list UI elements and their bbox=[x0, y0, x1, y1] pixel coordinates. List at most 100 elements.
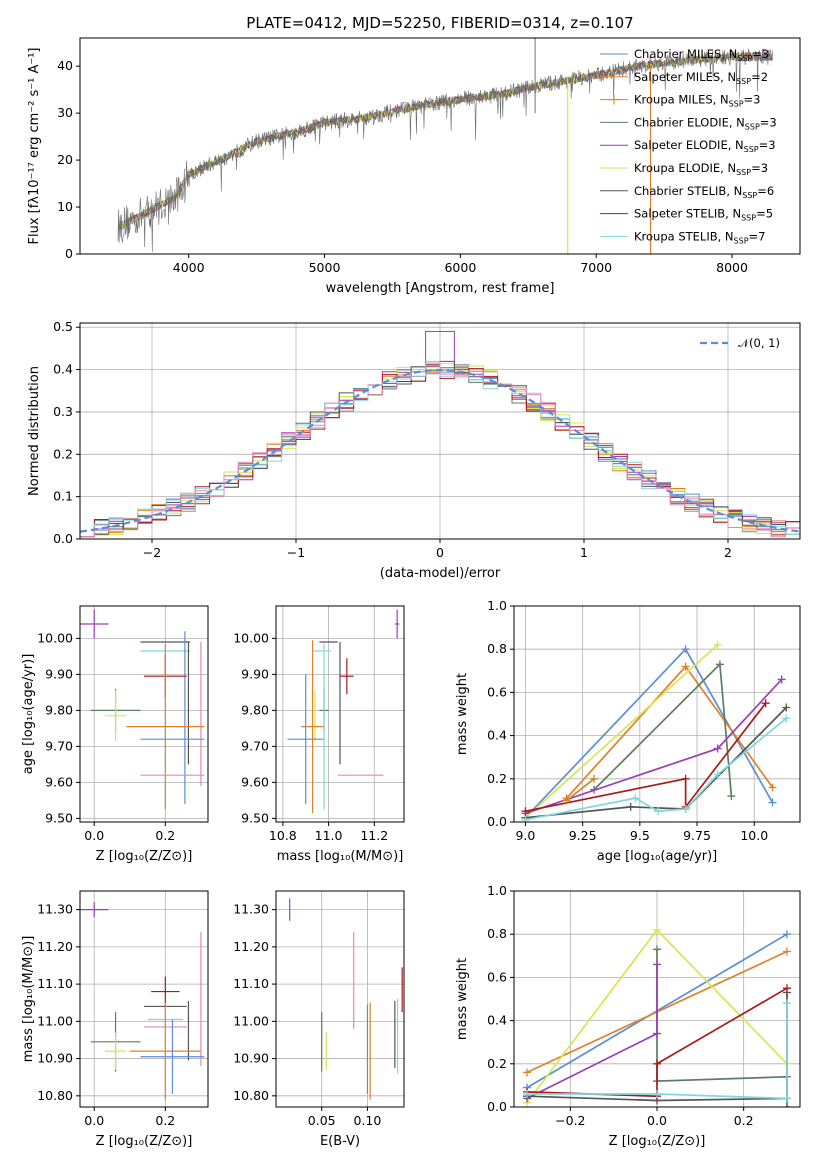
panel-age-vs-mass: 10.8 11.0 11.2 9.50 9.60 9.70 9.80 9.90 10.00 mas… bbox=[233, 605, 405, 864]
x-tick-label: 8000 bbox=[716, 260, 748, 275]
weight-point-marker bbox=[713, 770, 722, 779]
y-tick-label: 9.60 bbox=[241, 774, 269, 789]
y-tick-label: 9.90 bbox=[241, 666, 269, 681]
errorbar-point bbox=[140, 1019, 205, 1094]
axes-frame bbox=[275, 890, 405, 1108]
legend-count: =3 bbox=[752, 47, 769, 61]
y-tick-label: 0.0 bbox=[487, 1099, 507, 1114]
weight-series-line bbox=[593, 662, 733, 797]
y-axis-label: Flux [fλ10⁻¹⁷ erg cm⁻² s⁻¹ A⁻¹] bbox=[27, 48, 42, 245]
y-tick-label: 30 bbox=[57, 105, 73, 120]
weight-point-marker bbox=[681, 645, 690, 654]
y-axis-label: mass [log₁₀(M/M⊙)] bbox=[21, 936, 36, 1063]
errorbar-point bbox=[151, 976, 180, 1007]
y-tick-label: 11.20 bbox=[37, 939, 73, 954]
x-tick-label: 7000 bbox=[580, 260, 612, 275]
legend-label: Kroupa MILES, N bbox=[634, 93, 729, 107]
weight-point-marker bbox=[783, 930, 791, 939]
y-tick-label: 9.70 bbox=[45, 738, 73, 753]
weight-point-marker bbox=[761, 699, 770, 708]
weight-point-marker bbox=[681, 805, 690, 814]
weight-point-marker bbox=[783, 1103, 791, 1107]
y-axis-label: age [log₁₀(age/yr)] bbox=[21, 654, 36, 775]
weight-point-marker bbox=[590, 774, 599, 783]
y-tick-label: 10.00 bbox=[37, 630, 73, 645]
y-tick-label: 9.90 bbox=[45, 666, 73, 681]
x-tick-label: 10.0 bbox=[740, 828, 768, 843]
weight-point-marker bbox=[768, 798, 777, 807]
legend-count: =5 bbox=[756, 207, 773, 221]
weight-point-marker bbox=[631, 794, 640, 803]
legend-label: Chabrier STELIB, N bbox=[634, 184, 742, 198]
x-tick-label: 9.5 bbox=[630, 828, 650, 843]
y-tick-label: 0.8 bbox=[487, 641, 507, 656]
panel-age-vs-z: 0.0 0.2 9.50 9.60 9.70 9.80 9.90 10.00 Z [log₁₀(… bbox=[21, 605, 209, 864]
x-tick-label: 0.2 bbox=[155, 1113, 175, 1128]
y-tick-label: 0.0 bbox=[53, 531, 73, 546]
errorbar-point bbox=[287, 674, 324, 804]
x-axis-label: Z [log₁₀(Z/Z⊙)] bbox=[96, 1134, 193, 1149]
legend-label: Chabrier MILES, N bbox=[634, 47, 737, 61]
weight-series-line bbox=[525, 717, 787, 821]
legend-subscript: SSP bbox=[745, 122, 760, 131]
axes-frame bbox=[79, 37, 801, 255]
axes-frame bbox=[79, 605, 209, 823]
legend-entry: Kroupa STELIB, NSSP=7 bbox=[634, 229, 765, 245]
y-tick-label: 11.30 bbox=[233, 902, 269, 917]
weight-point-marker bbox=[653, 1059, 661, 1068]
y-tick-label: 9.70 bbox=[241, 738, 269, 753]
axes-frame bbox=[79, 322, 801, 540]
errorbar-point bbox=[104, 1032, 127, 1070]
legend-subscript: SSP bbox=[742, 191, 757, 200]
y-tick-label: 9.80 bbox=[45, 702, 73, 717]
y-tick-label: 0.4 bbox=[487, 728, 507, 743]
normal-curve bbox=[80, 368, 800, 533]
x-tick-label: −1 bbox=[287, 545, 305, 560]
weight-point-marker bbox=[727, 792, 736, 801]
observed-spectrum-line bbox=[117, 48, 774, 252]
weight-point-marker bbox=[653, 1090, 661, 1099]
x-tick-label: 0.10 bbox=[354, 1113, 382, 1128]
y-tick-label: 11.10 bbox=[37, 976, 73, 991]
plot-area bbox=[521, 640, 791, 822]
errorbar-point bbox=[301, 640, 324, 813]
model-spectrum-line bbox=[117, 52, 773, 230]
weight-point-marker bbox=[783, 947, 791, 956]
legend-label: Salpeter MILES, N bbox=[634, 70, 736, 84]
x-axis-label: mass [log₁₀(M/M⊙)] bbox=[277, 849, 404, 864]
weight-series-line bbox=[566, 778, 595, 802]
y-tick-label: 20 bbox=[57, 152, 73, 167]
weight-series-line bbox=[524, 644, 719, 819]
legend-count: =3 bbox=[751, 161, 768, 175]
weight-point-marker bbox=[715, 660, 724, 669]
y-tick-label: 10.80 bbox=[233, 1088, 269, 1103]
x-tick-label: −2 bbox=[143, 545, 161, 560]
plot-area bbox=[80, 609, 205, 810]
legend-entry: Kroupa ELODIE, NSSP=3 bbox=[634, 161, 768, 177]
legend-entry: Chabrier STELIB, NSSP=6 bbox=[634, 184, 774, 200]
panel-mass-vs-z: 0.0 0.2 10.80 10.90 11.00 11.10 11.20 11.30 Z [l… bbox=[21, 890, 209, 1149]
x-axis-label: age [log₁₀(age/yr)] bbox=[597, 849, 718, 864]
weight-point-marker bbox=[681, 662, 690, 671]
y-tick-label: 40 bbox=[57, 58, 73, 73]
legend-label: Kroupa STELIB, N bbox=[634, 229, 734, 243]
y-tick-label: 11.10 bbox=[233, 976, 269, 991]
plot-area bbox=[80, 331, 800, 538]
weight-point-marker bbox=[523, 1090, 531, 1099]
x-axis-label: Z [log₁₀(Z/Z⊙)] bbox=[609, 1134, 706, 1149]
y-tick-label: 11.00 bbox=[233, 1013, 269, 1028]
plot-area bbox=[287, 609, 400, 813]
panel-spectrum: 4000 5000 6000 7000 8000 0 10 20 30 40 wavelength … bbox=[27, 37, 801, 296]
errorbar-point bbox=[80, 609, 109, 639]
y-tick-label: 0.5 bbox=[53, 319, 73, 334]
plot-area bbox=[80, 902, 205, 1100]
legend-count: =3 bbox=[760, 115, 777, 129]
legend-subscript: SSP bbox=[736, 168, 751, 177]
legend-entry: 𝒩(0, 1) bbox=[738, 336, 780, 350]
y-tick-label: 9.50 bbox=[45, 810, 73, 825]
errorbar-point bbox=[394, 609, 400, 639]
legend-entry: Chabrier ELODIE, NSSP=3 bbox=[634, 115, 777, 131]
y-tick-label: 0.8 bbox=[487, 926, 507, 941]
x-tick-label: 6000 bbox=[444, 260, 476, 275]
